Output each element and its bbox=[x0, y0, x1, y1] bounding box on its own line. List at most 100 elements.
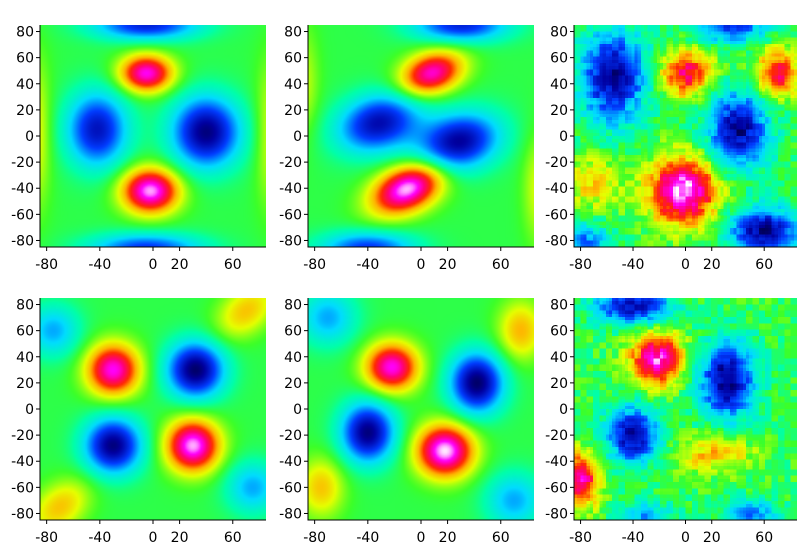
y-tick-label: 60 bbox=[284, 324, 302, 340]
y-tick-label: -80 bbox=[11, 233, 34, 249]
y-tick-label: 20 bbox=[550, 103, 568, 119]
y-tick-label: 60 bbox=[284, 51, 302, 67]
y-tick-label: 20 bbox=[16, 376, 34, 392]
y-tick-label: 40 bbox=[550, 77, 568, 93]
y-tick-label: -20 bbox=[11, 155, 34, 171]
heatmap-field bbox=[574, 25, 797, 247]
x-tick-label: 20 bbox=[703, 257, 721, 273]
y-tick-label: 0 bbox=[293, 402, 302, 418]
heatmap-panel-row1-col1: 80 60 40 20 0 -20 -40 -60 -80-80 -40 0 20 60 bbox=[11, 25, 266, 273]
y-tick-label: 20 bbox=[284, 103, 302, 119]
x-tick-label: 60 bbox=[755, 530, 773, 546]
axis-lines bbox=[307, 298, 534, 521]
x-tick-label: 20 bbox=[171, 530, 189, 546]
axis-lines bbox=[573, 298, 797, 521]
y-tick-label: 0 bbox=[559, 402, 568, 418]
axis-lines bbox=[39, 298, 266, 521]
x-tick-label: -40 bbox=[356, 530, 379, 546]
y-tick-label: -40 bbox=[545, 181, 568, 197]
y-tick-label: -80 bbox=[545, 506, 568, 522]
y-tick-label: 80 bbox=[16, 298, 34, 314]
x-tick-label: -80 bbox=[569, 530, 592, 546]
y-tick-label: -40 bbox=[545, 454, 568, 470]
x-tick-label: -40 bbox=[356, 257, 379, 273]
x-tick-label: 0 bbox=[417, 257, 426, 273]
y-tick-label: 0 bbox=[293, 129, 302, 145]
y-tick-label: -60 bbox=[11, 480, 34, 496]
x-tick-label: 60 bbox=[492, 530, 510, 546]
heatmap-field bbox=[308, 298, 534, 520]
y-tick-label: 80 bbox=[284, 25, 302, 41]
y-tick-label: -80 bbox=[545, 233, 568, 249]
y-tick-label: 80 bbox=[550, 298, 568, 314]
y-tick-label: -60 bbox=[11, 207, 34, 223]
y-tick-label: 40 bbox=[284, 77, 302, 93]
y-tick-label: -80 bbox=[279, 233, 302, 249]
x-tick-label: 20 bbox=[439, 257, 457, 273]
x-tick-label: 60 bbox=[492, 257, 510, 273]
x-tick-label: -40 bbox=[622, 530, 645, 546]
heatmap-field bbox=[40, 25, 266, 247]
x-tick-label: -40 bbox=[88, 530, 111, 546]
y-tick-label: -20 bbox=[279, 428, 302, 444]
y-tick-label: -80 bbox=[279, 506, 302, 522]
y-tick-label: 0 bbox=[25, 129, 34, 145]
heatmap-field bbox=[574, 298, 797, 520]
y-tick-label: 60 bbox=[16, 51, 34, 67]
y-tick-label: 20 bbox=[16, 103, 34, 119]
y-tick-label: 40 bbox=[550, 350, 568, 366]
y-tick-label: -40 bbox=[279, 181, 302, 197]
x-tick-label: -80 bbox=[303, 257, 326, 273]
y-tick-label: -80 bbox=[11, 506, 34, 522]
x-tick-label: 0 bbox=[149, 257, 158, 273]
y-tick-label: -60 bbox=[279, 207, 302, 223]
x-tick-label: -80 bbox=[35, 530, 58, 546]
y-tick-label: -60 bbox=[279, 480, 302, 496]
y-tick-label: 60 bbox=[16, 324, 34, 340]
y-tick-label: -40 bbox=[11, 454, 34, 470]
y-tick-label: 0 bbox=[559, 129, 568, 145]
x-tick-label: 20 bbox=[171, 257, 189, 273]
axis-lines bbox=[307, 25, 534, 248]
y-tick-label: 60 bbox=[550, 51, 568, 67]
y-tick-label: -20 bbox=[545, 155, 568, 171]
x-tick-label: 60 bbox=[224, 257, 242, 273]
y-tick-label: 20 bbox=[284, 376, 302, 392]
y-tick-label: -40 bbox=[11, 181, 34, 197]
y-tick-label: -20 bbox=[11, 428, 34, 444]
x-tick-label: -80 bbox=[303, 530, 326, 546]
x-tick-label: 0 bbox=[681, 530, 690, 546]
y-tick-label: -40 bbox=[279, 454, 302, 470]
x-tick-label: -80 bbox=[569, 257, 592, 273]
heatmap-field bbox=[308, 25, 534, 247]
x-tick-label: 0 bbox=[681, 257, 690, 273]
y-tick-label: 40 bbox=[16, 350, 34, 366]
y-tick-label: -20 bbox=[545, 428, 568, 444]
x-tick-label: 60 bbox=[224, 530, 242, 546]
heatmap-panel-row2-col3: 80 60 40 20 0 -20 -40 -60 -80-80 -40 0 20 60 bbox=[545, 298, 797, 546]
y-tick-label: 40 bbox=[284, 350, 302, 366]
x-tick-label: 0 bbox=[417, 530, 426, 546]
x-tick-label: 20 bbox=[439, 530, 457, 546]
y-tick-label: -20 bbox=[279, 155, 302, 171]
x-tick-label: 0 bbox=[149, 530, 158, 546]
axis-lines bbox=[573, 25, 797, 248]
x-tick-label: 20 bbox=[703, 530, 721, 546]
y-tick-label: 80 bbox=[284, 298, 302, 314]
x-tick-label: -40 bbox=[88, 257, 111, 273]
y-tick-label: 60 bbox=[550, 324, 568, 340]
heatmap-panel-row1-col2: 80 60 40 20 0 -20 -40 -60 -80-80 -40 0 20 60 bbox=[279, 25, 534, 273]
y-tick-label: 0 bbox=[25, 402, 34, 418]
x-tick-label: 60 bbox=[755, 257, 773, 273]
axis-lines bbox=[39, 25, 266, 248]
heatmap-panel-row2-col1: 80 60 40 20 0 -20 -40 -60 -80-80 -40 0 20 60 bbox=[11, 298, 266, 546]
y-tick-label: 80 bbox=[550, 25, 568, 41]
heatmap-panel-row2-col2: 80 60 40 20 0 -20 -40 -60 -80-80 -40 0 20 60 bbox=[279, 298, 534, 546]
x-tick-label: -40 bbox=[622, 257, 645, 273]
x-tick-label: -80 bbox=[35, 257, 58, 273]
y-tick-label: 80 bbox=[16, 25, 34, 41]
heatmap-field bbox=[40, 298, 266, 520]
y-tick-label: -60 bbox=[545, 480, 568, 496]
heatmap-panel-row1-col3: 80 60 40 20 0 -20 -40 -60 -80-80 -40 0 20 60 bbox=[545, 25, 797, 273]
